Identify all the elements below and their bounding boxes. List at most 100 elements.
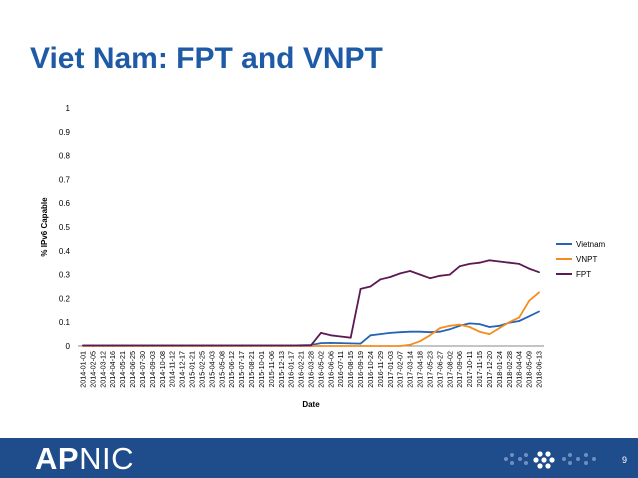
data-point-fpt [399,272,402,275]
data-point-fpt [508,261,511,264]
data-point-vietnam [488,326,491,328]
x-tick-label: 2018-04-04 [515,351,524,388]
data-point-fpt [91,344,94,347]
data-point-fpt [82,344,84,347]
slide-title: Viet Nam: FPT and VNPT [30,42,383,75]
data-point-vietnam [389,332,392,334]
data-point-vietnam [329,342,332,344]
y-tick-label: 0.1 [59,318,71,327]
data-point-vnpt [429,334,431,337]
data-point-vnpt [438,327,441,330]
x-tick-label: 2015-10-01 [257,351,266,388]
data-point-fpt [478,261,481,264]
data-point-vietnam [438,330,441,333]
data-point-vietnam [349,342,352,345]
decorative-dots-icon [504,451,596,469]
data-point-fpt [101,344,104,347]
data-point-vietnam [498,324,501,327]
y-tick-label: 0.3 [59,271,71,280]
x-tick-label: 2014-07-30 [138,351,147,388]
y-tick-label: 0.7 [59,175,71,184]
data-point-vnpt [528,299,531,302]
data-point-fpt [220,344,223,347]
x-tick-label: 2014-05-21 [118,351,127,388]
y-tick-label: 0.5 [59,223,71,232]
data-point-fpt [111,344,114,347]
data-point-vnpt [468,326,471,328]
data-point-fpt [528,267,531,270]
data-point-vnpt [389,345,392,347]
data-point-vnpt [419,340,421,343]
x-tick-label: 2017-06-27 [435,351,444,388]
x-tick-label: 2015-05-08 [217,351,226,388]
x-tick-label: 2015-08-21 [247,351,256,388]
data-point-vietnam [399,331,402,334]
data-point-fpt [359,287,362,290]
x-tick-label: 2014-01-01 [78,351,87,388]
data-point-fpt [290,344,293,347]
data-point-fpt [518,262,521,265]
x-tick-label: 2017-03-14 [406,351,415,388]
x-tick-label: 2015-01-21 [188,351,197,388]
data-point-vietnam [339,342,342,345]
data-point-vietnam [448,328,451,331]
x-tick-label: 2016-07-11 [336,351,345,387]
data-point-fpt [389,276,392,278]
data-point-fpt [210,344,213,347]
data-point-fpt [448,273,451,276]
data-point-fpt [161,344,164,347]
data-point-fpt [339,335,342,338]
y-tick-label: 0 [66,342,71,351]
data-point-vnpt [478,330,481,333]
data-point-vietnam [419,330,421,333]
data-point-fpt [409,270,412,272]
legend-label-fpt: FPT [576,270,591,279]
x-tick-label: 2014-03-12 [98,351,107,388]
x-tick-label: 2016-03-28 [307,351,316,388]
y-tick-label: 0.2 [59,294,71,303]
data-point-vnpt [349,345,352,347]
data-point-fpt [201,344,203,347]
y-tick-label: 1 [66,104,71,113]
data-point-fpt [151,344,154,347]
data-point-fpt [181,344,184,347]
data-point-vnpt [329,345,332,347]
data-point-fpt [250,344,253,347]
x-tick-label: 2016-09-19 [356,351,365,388]
x-tick-label: 2014-06-25 [128,351,137,388]
y-tick-label: 0.9 [59,128,71,137]
data-point-vietnam [468,322,471,325]
footer-bar [0,438,638,478]
y-tick-label: 0.6 [59,199,71,208]
x-tick-label: 2017-10-11 [465,351,474,387]
data-point-fpt [141,344,144,347]
data-point-vietnam [359,342,362,345]
x-tick-label: 2017-09-06 [455,351,464,388]
data-point-vnpt [359,345,362,347]
data-point-fpt [230,344,233,347]
data-point-vietnam [538,310,540,313]
series-line-fpt [83,259,540,347]
data-point-fpt [429,277,431,280]
x-tick-label: 2014-02-05 [88,351,97,388]
x-tick-label: 2016-10-24 [366,351,375,388]
data-point-fpt [538,271,540,274]
x-tick-label: 2017-01-03 [386,351,395,388]
series-line-vnpt [83,291,540,347]
x-axis-title: Date [302,400,320,409]
data-point-fpt [349,336,352,339]
data-point-fpt [329,334,332,337]
y-tick-label: 0.8 [59,152,71,161]
data-point-vnpt [320,345,322,347]
x-tick-label: 2014-04-16 [108,351,117,388]
x-tick-label: 2015-11-06 [267,351,276,387]
data-point-vnpt [379,345,382,347]
data-point-fpt [369,285,372,288]
data-point-fpt [488,259,491,262]
data-point-vietnam [320,342,322,345]
x-tick-label: 2018-01-24 [495,351,504,388]
data-point-vnpt [409,343,412,346]
x-tick-label: 2018-05-09 [525,351,534,388]
x-tick-label: 2016-02-21 [297,351,306,388]
